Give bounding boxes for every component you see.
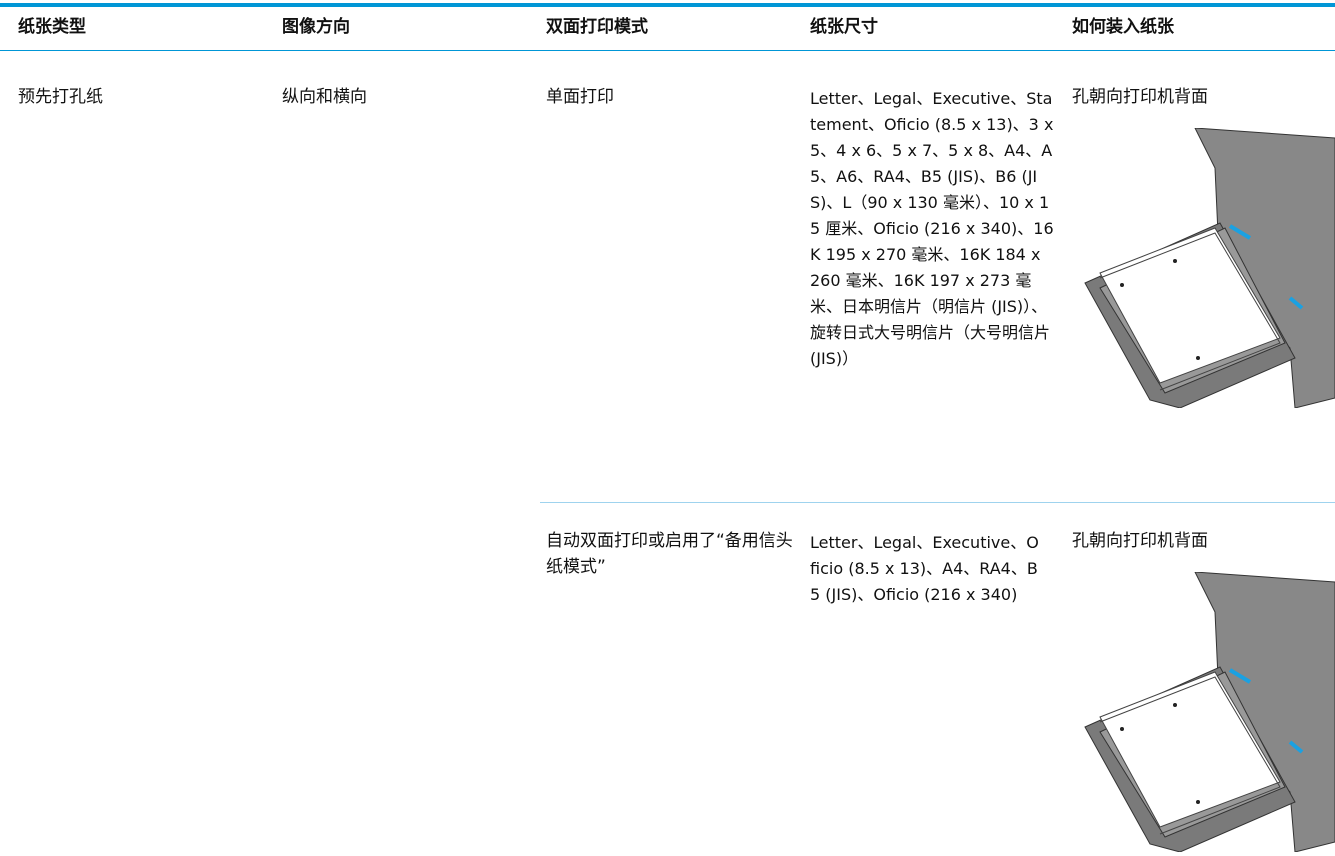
row-divider bbox=[540, 502, 1335, 503]
loading-instruction: 孔朝向打印机背面 bbox=[1072, 87, 1208, 107]
duplex-mode: 单面打印 bbox=[546, 87, 614, 107]
column-header: 纸张尺寸 bbox=[810, 17, 878, 37]
orientation: 纵向和横向 bbox=[282, 87, 367, 107]
tray-illustration bbox=[1084, 572, 1335, 852]
paper-sizes: Letter、Legal、Executive、Statement、Oficio … bbox=[810, 89, 1054, 368]
duplex-mode: 自动双面打印或启用了“备用信头纸模式” bbox=[546, 531, 793, 577]
column-header: 双面打印模式 bbox=[546, 17, 648, 37]
header-divider bbox=[0, 50, 1335, 51]
header-rule bbox=[0, 3, 1335, 7]
tray-illustration bbox=[1084, 128, 1335, 408]
column-header: 图像方向 bbox=[282, 17, 350, 37]
column-header: 纸张类型 bbox=[18, 17, 86, 37]
paper-type: 预先打孔纸 bbox=[18, 87, 103, 107]
column-header: 如何装入纸张 bbox=[1072, 17, 1174, 37]
paper-sizes: Letter、Legal、Executive、Oficio (8.5 x 13)… bbox=[810, 533, 1039, 604]
loading-instruction: 孔朝向打印机背面 bbox=[1072, 531, 1208, 551]
